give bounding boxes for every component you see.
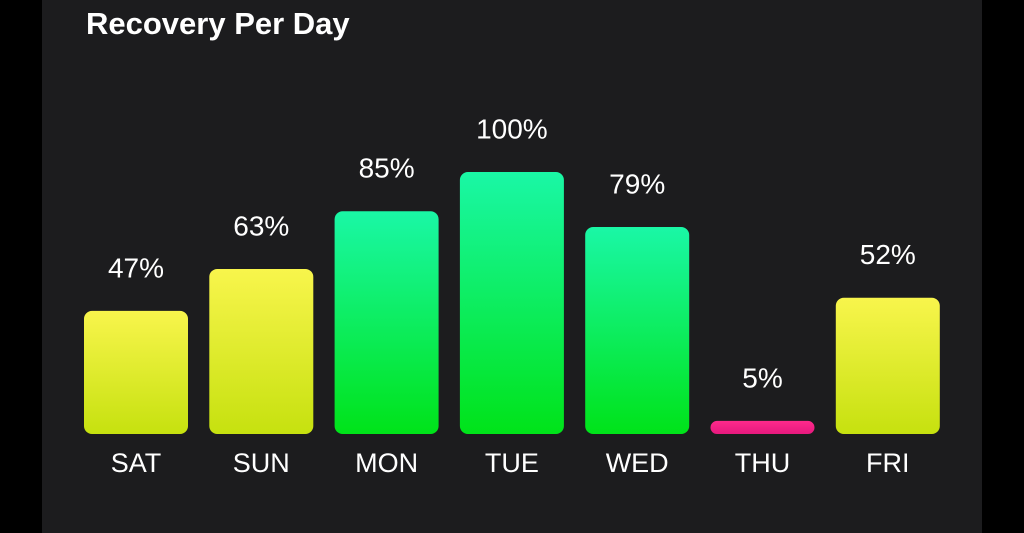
x-tick-label: WED: [606, 448, 669, 478]
value-label: 63%: [233, 210, 289, 241]
value-label: 5%: [742, 362, 782, 393]
value-label: 85%: [359, 153, 415, 184]
x-tick-label: FRI: [866, 448, 910, 478]
x-tick-label: MON: [355, 448, 418, 478]
x-tick-label: SUN: [233, 448, 290, 478]
value-label: 52%: [860, 239, 916, 270]
bar: [835, 297, 940, 434]
bar: [710, 420, 815, 434]
value-label: 47%: [108, 252, 164, 283]
bar: [459, 172, 564, 434]
chart-title: Recovery Per Day: [86, 6, 350, 41]
x-tick-label: TUE: [485, 448, 539, 478]
x-tick-label: SAT: [111, 448, 162, 478]
bar: [84, 310, 188, 434]
value-label: 79%: [609, 168, 665, 199]
bar: [209, 268, 314, 434]
bar: [585, 227, 690, 434]
x-tick-label: THU: [735, 448, 791, 478]
bar: [334, 211, 439, 434]
value-label: 100%: [476, 113, 548, 144]
